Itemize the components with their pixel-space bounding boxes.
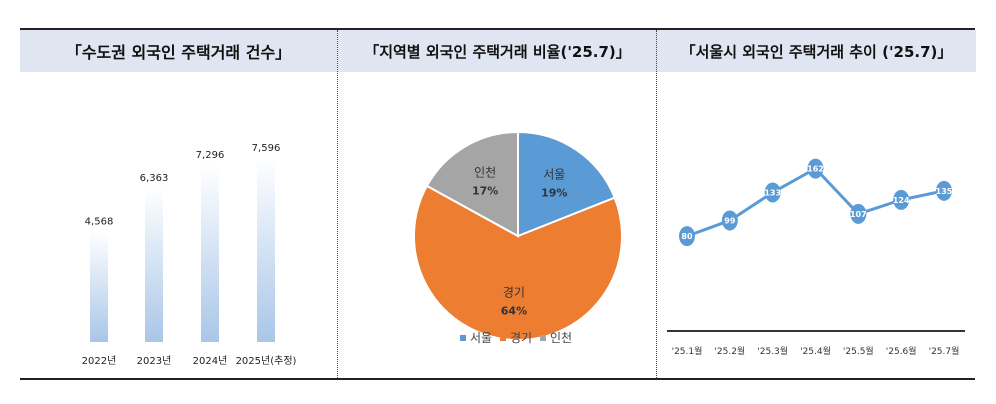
x-tick-label: '25.4월 <box>800 345 831 357</box>
bar-3 <box>201 165 219 342</box>
pie-slice-percent: 64% <box>501 304 527 317</box>
bar-panel: 「수도권 외국인 주택거래 건수」 4,568 2022년 6,363 2023년 7,… <box>20 30 337 378</box>
pie-chart-title: 「지역별 외국인 주택거래 비율('25.7)」 <box>338 30 657 72</box>
pie-slice-1 <box>517 130 616 238</box>
data-point-label: 124 <box>893 196 910 205</box>
data-point <box>850 203 867 224</box>
data-point-label: 133 <box>764 188 781 197</box>
legend-swatch <box>540 335 546 341</box>
x-tick-label: '25.3월 <box>757 345 788 357</box>
bar-4 <box>257 157 275 342</box>
pie-slice-percent: 17% <box>472 184 498 197</box>
data-point <box>807 158 824 179</box>
legend-swatch <box>500 335 506 341</box>
bar-2 <box>145 187 163 342</box>
pie-slice-label: 인천 <box>474 164 496 179</box>
legend-swatch <box>460 335 466 341</box>
bar-chart: 4,568 2022년 6,363 2023년 7,296 2024년 7,596 2025년… <box>82 143 297 367</box>
pie-slice-2 <box>413 184 623 341</box>
data-point <box>764 182 781 203</box>
line-chart-title: 「서울시 외국인 주택거래 추이 ('25.7)」 <box>657 30 976 72</box>
pie-panel: 「지역별 외국인 주택거래 비율('25.7)」 서울 19% 경기 64% 인천 17%… <box>337 30 657 378</box>
pie-slice-label: 경기 <box>503 285 525 299</box>
data-point <box>893 189 910 210</box>
pie-slice-3 <box>425 130 519 238</box>
x-tick-label: '25.6월 <box>886 345 917 357</box>
data-point-label: 107 <box>850 210 867 219</box>
bar-category-label: 2024년 <box>193 355 228 367</box>
line-chart: 80 '25.1월 99 '25.2월 133 '25.3월 162 '25.4월 107 '25… <box>667 158 965 357</box>
data-point <box>936 180 952 201</box>
legend-label: 인천 <box>550 330 572 345</box>
x-tick-label: '25.1월 <box>672 345 703 357</box>
x-tick-label: '25.5월 <box>843 345 874 357</box>
pie-legend: 서울 경기 인천 <box>460 330 572 345</box>
top-rule <box>20 28 975 30</box>
bar-value-label: 4,568 <box>85 216 114 227</box>
bar-category-label: 2022년 <box>82 355 117 367</box>
data-point-label: 162 <box>807 165 824 174</box>
data-point <box>679 226 695 247</box>
data-point-label: 135 <box>936 187 953 196</box>
legend-label: 경기 <box>510 331 532 345</box>
bar-1 <box>90 231 108 342</box>
bar-chart-title: 「수도권 외국인 주택거래 건수」 <box>20 30 337 72</box>
x-tick-label: '25.2월 <box>714 345 745 357</box>
bar-value-label: 6,363 <box>140 173 169 184</box>
data-point-label: 80 <box>681 232 693 241</box>
bottom-rule <box>20 378 975 380</box>
bar-value-label: 7,296 <box>196 150 225 161</box>
bar-category-label: 2023년 <box>137 355 172 367</box>
figure-frame: 「수도권 외국인 주택거래 건수」 4,568 2022년 6,363 2023년 7,… <box>20 28 976 380</box>
pie-slice-label: 서울 <box>543 168 565 182</box>
x-tick-label: '25.7월 <box>929 345 960 357</box>
bar-category-label: 2025년(추정) <box>236 355 297 367</box>
pie-slice-percent: 19% <box>541 187 567 200</box>
bar-value-label: 7,596 <box>252 143 281 154</box>
data-point <box>721 210 738 231</box>
legend-label: 서울 <box>470 331 492 345</box>
data-point-label: 99 <box>724 216 736 225</box>
line-panel: 「서울시 외국인 주택거래 추이 ('25.7)」 80 '25.1월 99 '25.… <box>656 30 976 378</box>
